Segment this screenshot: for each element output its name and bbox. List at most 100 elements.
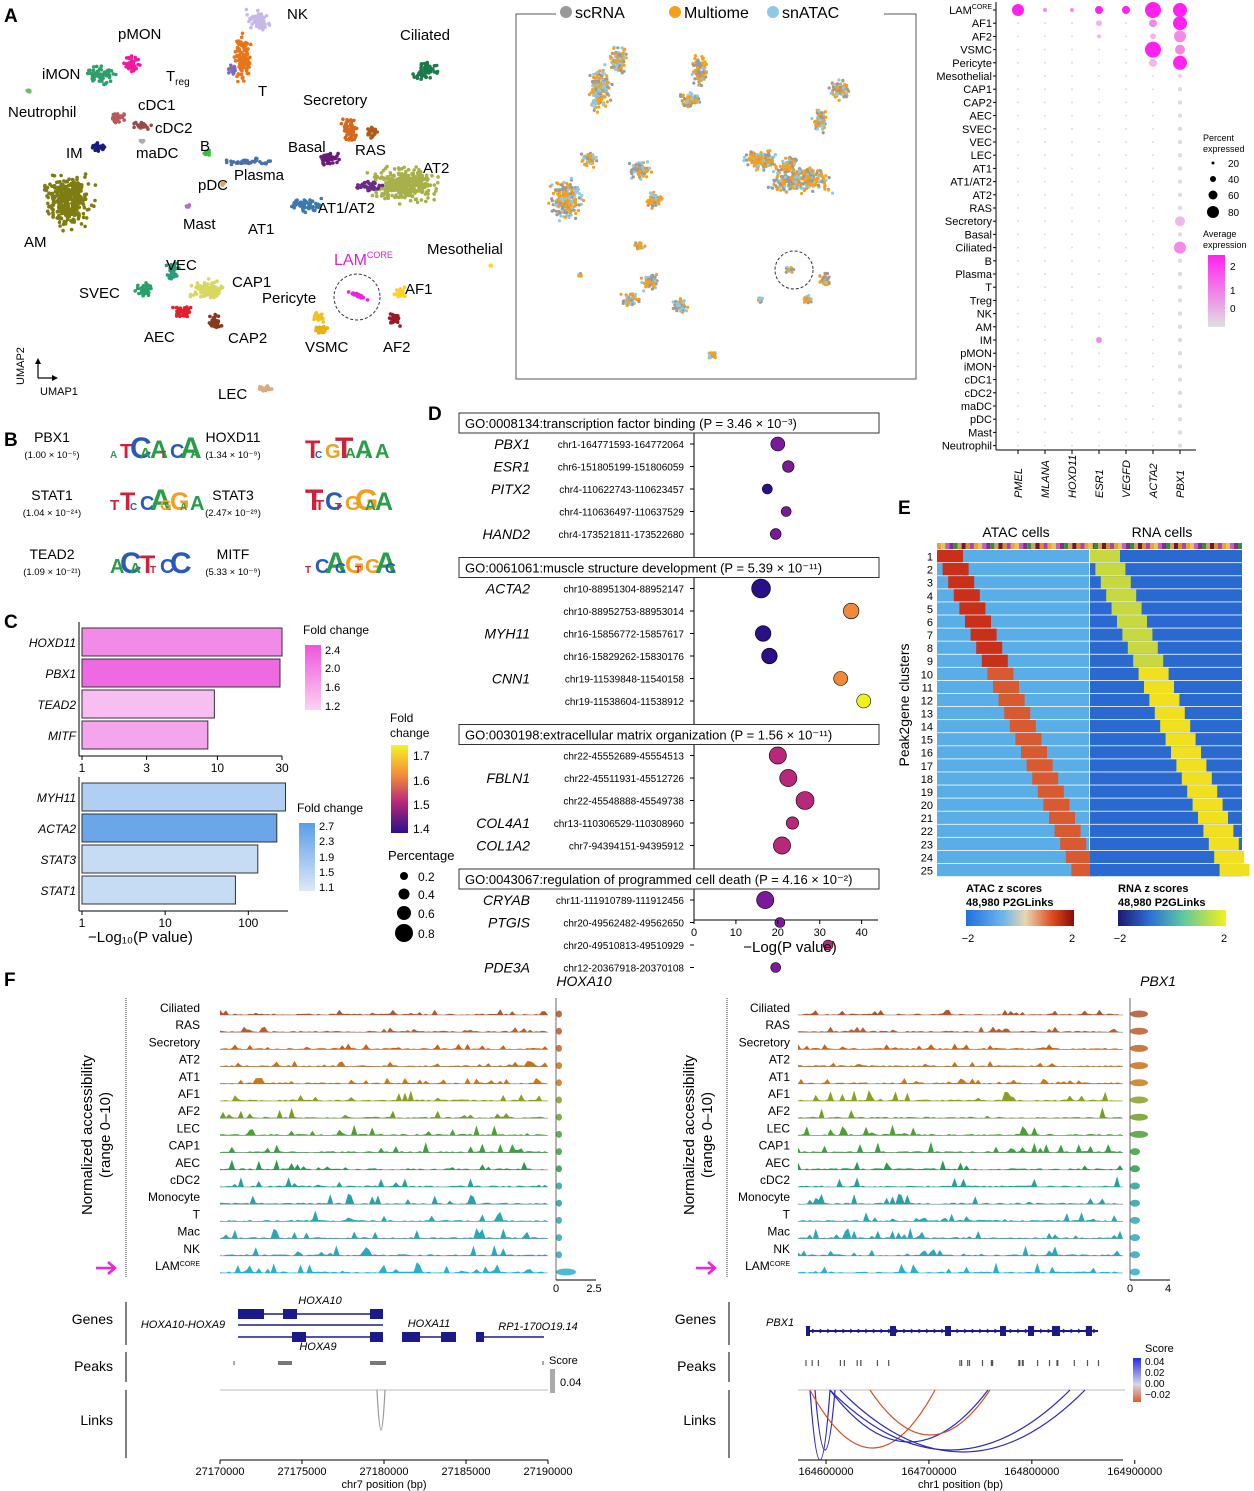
dotplot-dot <box>1177 192 1183 197</box>
d-x-tick-label: 20 <box>772 927 784 939</box>
dotplot-row-label: IM <box>980 335 992 347</box>
umap-point <box>268 387 272 392</box>
bar-top-legend-tick-3: 1.2 <box>325 701 340 713</box>
heatmap-atac-annot <box>1039 543 1044 549</box>
umap-point <box>114 72 118 77</box>
umap-point <box>434 63 439 68</box>
dotplot-dot <box>1098 88 1100 91</box>
peak-tick <box>1037 1360 1039 1366</box>
heatmap-rna-annot <box>1138 543 1142 549</box>
bar-top-legend-title: Fold change <box>303 623 369 637</box>
heatmap-atac-annot <box>1068 543 1073 549</box>
heatmap-atac-annot <box>1088 543 1093 549</box>
umap-point <box>128 66 133 70</box>
motif-pvalue: (2.47× 10⁻²⁹) <box>205 508 261 519</box>
umap-cluster-aec <box>171 305 193 319</box>
umap-point <box>45 209 50 214</box>
avg-legend-gradient <box>1208 255 1225 327</box>
umap-point <box>325 161 330 166</box>
violin <box>1130 1165 1140 1173</box>
umap-point <box>70 207 74 211</box>
dotplot-dot <box>1017 22 1019 25</box>
dotplot-dot <box>1017 207 1019 209</box>
violin <box>556 1079 562 1087</box>
modality-point <box>820 174 825 178</box>
umap-point <box>436 175 440 179</box>
umap-point <box>211 322 215 326</box>
d-x-tick-label: 10 <box>730 927 742 939</box>
modality-point <box>841 89 845 93</box>
dotplot-dot <box>1125 273 1127 275</box>
dotplot-dot <box>1175 44 1185 55</box>
umap-point <box>43 183 47 188</box>
heatmap-rna-hot <box>1208 837 1239 851</box>
umap-point <box>187 310 192 314</box>
track-signal <box>220 1210 548 1222</box>
modality-point <box>742 155 747 159</box>
go-header-0: GO:0008134:transcription factor binding … <box>465 416 797 431</box>
motif-letter: C <box>130 502 137 513</box>
heatmap-atac-hot <box>953 589 980 602</box>
umap-point <box>394 188 399 192</box>
track-signal <box>798 1193 1123 1205</box>
dotplot-dot <box>1071 233 1073 236</box>
umap-label-cdc1: cDC1 <box>138 97 176 114</box>
score-tick-right: 0.04 <box>1145 1357 1165 1368</box>
heatmap-atac-hot <box>942 563 969 576</box>
dotplot-dot <box>1044 141 1046 143</box>
modality-point <box>591 79 595 83</box>
umap-label-mast: Mast <box>183 216 216 233</box>
modality-point <box>778 179 783 183</box>
d-dot <box>774 917 786 928</box>
modality-point <box>644 285 648 289</box>
heatmap-rna-hot <box>1111 602 1142 615</box>
umap-point <box>235 49 240 53</box>
umap-point <box>215 286 219 290</box>
heatmap-atac-row <box>937 746 1089 759</box>
umap-cluster-t <box>232 31 253 84</box>
dotplot-gene-label: PBX1 <box>1175 470 1187 498</box>
dotplot-dot <box>1044 405 1046 407</box>
peak-tick <box>1056 1360 1058 1366</box>
umap-cluster-at1-at2 <box>355 179 385 193</box>
dotplot-dot <box>1071 431 1073 434</box>
umap-point <box>417 168 421 172</box>
dotplot-row-label: iMON <box>964 361 992 373</box>
heatmap-cluster-label: 1 <box>927 552 933 564</box>
heatmap-rna-annot <box>1150 543 1154 549</box>
dotplot-dot <box>1152 418 1154 421</box>
modality-point <box>688 100 692 104</box>
modality-point <box>690 72 694 76</box>
modality-point <box>600 76 604 80</box>
modality-point <box>595 159 599 163</box>
umap-point <box>82 205 87 210</box>
violin <box>556 1251 562 1259</box>
lam-arrow-icon <box>96 1261 117 1275</box>
dotplot-dot <box>1017 365 1019 368</box>
umap-point <box>426 196 430 200</box>
heatmap-rna-annot <box>1098 543 1102 549</box>
track-cell-label: LAMCORE <box>745 1259 790 1273</box>
dotplot-dot <box>1098 75 1100 77</box>
dotplot-dot <box>1044 273 1046 275</box>
d-pct-legend-tick: 0.4 <box>418 888 435 902</box>
heatmap-atac-annot <box>949 543 954 549</box>
umap-point <box>388 183 393 187</box>
modality-point <box>824 174 828 178</box>
track-cell-label: cDC2 <box>760 1173 790 1187</box>
motif-letter: T <box>150 565 156 576</box>
modality-point <box>818 280 822 284</box>
track-signal <box>798 1212 1123 1222</box>
umap-label-im: IM <box>66 145 83 162</box>
dotplot-row-label: AT1/AT2 <box>950 177 992 189</box>
modality-point <box>817 109 821 113</box>
umap-label-madc: maDC <box>136 145 179 162</box>
umap-point <box>235 74 239 79</box>
heatmap-atac-annot <box>1014 543 1019 549</box>
d-peak-label: chr7-94394151-94395912 <box>569 842 685 853</box>
umap-point <box>46 201 50 206</box>
umap-point <box>432 183 437 187</box>
dotplot-dot <box>1098 273 1100 275</box>
motif-letter: T <box>305 565 311 576</box>
umap-point <box>424 64 428 69</box>
